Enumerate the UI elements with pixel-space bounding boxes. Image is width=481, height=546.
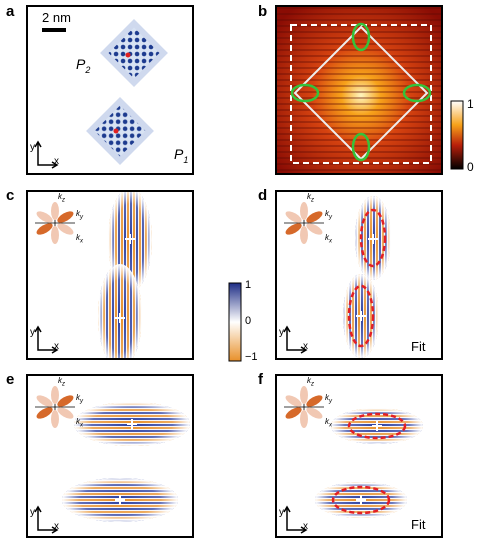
kz-label-e: kz	[58, 376, 65, 388]
ky-label-c: ky	[76, 209, 83, 221]
marker-f	[356, 421, 382, 505]
panel-d-image	[343, 196, 391, 358]
kz-label-f: kz	[307, 376, 314, 388]
orbital-icon-d	[284, 202, 324, 244]
scale-bar-label: 2 nm	[42, 10, 71, 25]
axis-x-label-e: x	[54, 521, 59, 532]
colorbar-hot	[450, 100, 464, 170]
marker-d	[356, 234, 378, 321]
fit-ellipse-lower-f	[331, 485, 391, 515]
colorbar-div-min: −1	[245, 351, 258, 363]
axes-icon-e	[34, 505, 59, 534]
panel-a-letter: a	[6, 3, 15, 20]
kz-label-d: kz	[307, 192, 314, 204]
green-ellipse-bottom	[351, 132, 371, 162]
p2-label: P2	[76, 56, 91, 75]
panel-d: kz ky kx y x Fit	[275, 190, 443, 360]
axis-y-label-e: y	[30, 507, 35, 518]
green-ellipse-left	[290, 83, 320, 103]
green-ellipse-right	[402, 83, 432, 103]
panel-e: kz ky kx y x	[26, 374, 194, 538]
axes-icon-f	[283, 505, 308, 534]
panel-b	[275, 5, 443, 175]
colorbar-div-mid: 0	[245, 315, 252, 327]
fit-label-f: Fit	[411, 517, 426, 532]
colorbar-hot-min: 0	[467, 160, 474, 174]
axis-y-label-a: y	[30, 142, 35, 153]
panel-c-image	[98, 192, 152, 358]
panel-b-letter: b	[258, 3, 268, 20]
fit-ellipse-lower-d	[347, 284, 375, 348]
marker-c	[115, 234, 135, 323]
panel-f-image	[315, 408, 423, 518]
lobe-lower-c	[98, 264, 142, 358]
kx-label-c: kx	[76, 233, 83, 245]
p1-label: P1	[174, 146, 189, 165]
orbital-icon-f	[284, 386, 324, 428]
panel-e-letter: e	[6, 371, 15, 388]
panel-a: 2 nm P2 P1 y x	[26, 5, 194, 175]
kx-label-e: kx	[76, 417, 83, 429]
axis-y-label-f: y	[279, 507, 284, 518]
axes-icon-d	[283, 325, 308, 354]
fit-ellipse-upper-f	[347, 412, 407, 440]
panel-e-image	[62, 402, 190, 522]
fit-ellipse-upper-d	[359, 208, 387, 268]
colorbar-hot-max: 1	[467, 97, 474, 111]
panel-b-image	[277, 7, 441, 173]
axis-y-label-c: y	[30, 327, 35, 338]
kx-label-d: kx	[325, 233, 332, 245]
fit-label-d: Fit	[411, 339, 426, 354]
panel-f: kz ky kx y x Fit	[275, 374, 443, 538]
orbital-icon-c	[35, 202, 75, 244]
ky-label-d: ky	[325, 209, 332, 221]
panel-d-letter: d	[258, 187, 268, 204]
ky-label-f: ky	[325, 393, 332, 405]
panel-c: kz ky kx y x	[26, 190, 194, 360]
axis-x-label-d: x	[303, 341, 308, 352]
panel-f-letter: f	[258, 371, 263, 388]
axes-icon-a	[34, 140, 59, 169]
axes-icon-c	[34, 325, 59, 354]
ky-label-e: ky	[76, 393, 83, 405]
green-ellipse-top	[351, 22, 371, 52]
panel-c-letter: c	[6, 187, 15, 204]
orbital-icon-e	[35, 386, 75, 428]
kz-label-c: kz	[58, 192, 65, 204]
kx-label-f: kx	[325, 417, 332, 429]
axis-x-label-a: x	[54, 156, 59, 167]
panel-a-image	[28, 7, 192, 173]
axis-y-label-d: y	[279, 327, 284, 338]
marker-e	[115, 419, 137, 505]
axis-x-label-f: x	[303, 521, 308, 532]
colorbar-div-max: 1	[245, 279, 252, 291]
scale-bar	[42, 28, 66, 32]
colorbar-diverging	[228, 282, 242, 362]
axis-x-label-c: x	[54, 341, 59, 352]
